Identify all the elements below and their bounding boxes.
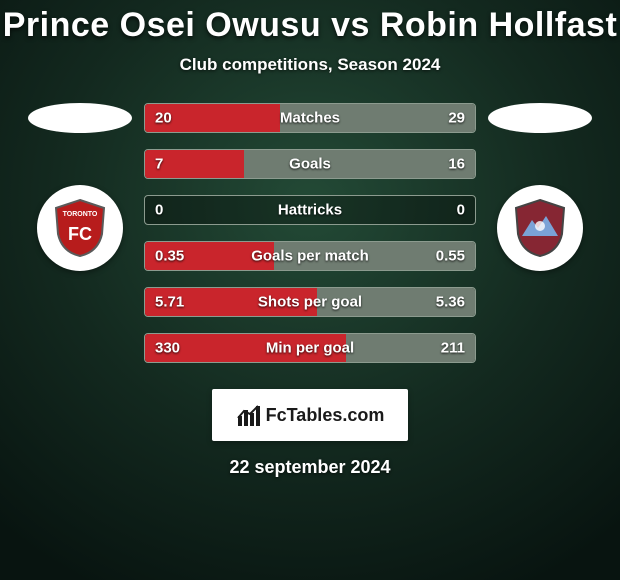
stat-row: Matches 20 29 (144, 103, 476, 133)
stat-value-left: 0.35 (155, 248, 184, 265)
comparison-row: TORONTO FC Matches 20 29 Goals 7 16 Hattricks 0… (0, 103, 620, 363)
stat-value-left: 5.71 (155, 294, 184, 311)
stat-value-left: 0 (155, 202, 163, 219)
stat-value-right: 29 (448, 110, 465, 127)
brand-label: FcTables.com (266, 405, 385, 426)
stat-value-right: 0 (457, 202, 465, 219)
date-label: 22 september 2024 (229, 457, 390, 478)
fctables-logo-icon (236, 402, 262, 428)
subtitle: Club competitions, Season 2024 (180, 55, 441, 75)
stat-row: Goals per match 0.35 0.55 (144, 241, 476, 271)
stat-value-right: 16 (448, 156, 465, 173)
player-left-column: TORONTO FC (20, 103, 140, 271)
stat-row: Hattricks 0 0 (144, 195, 476, 225)
toronto-fc-icon: TORONTO FC (48, 196, 112, 260)
stats-list: Matches 20 29 Goals 7 16 Hattricks 0 0 Goals per … (140, 103, 480, 363)
colorado-rapids-icon (508, 196, 572, 260)
brand-box[interactable]: FcTables.com (212, 389, 408, 441)
player-left-oval (28, 103, 132, 133)
stat-value-left: 20 (155, 110, 172, 127)
stat-value-left: 7 (155, 156, 163, 173)
stat-value-right: 211 (441, 340, 465, 357)
stat-label: Matches (280, 110, 340, 127)
stat-fill-right (244, 150, 475, 178)
stat-value-right: 0.55 (436, 248, 465, 265)
stat-label: Shots per goal (258, 294, 362, 311)
club-badge-left: TORONTO FC (37, 185, 123, 271)
stat-label: Min per goal (266, 340, 354, 357)
stat-value-right: 5.36 (436, 294, 465, 311)
svg-text:FC: FC (68, 224, 92, 244)
svg-text:TORONTO: TORONTO (63, 211, 98, 218)
stat-label: Hattricks (278, 202, 342, 219)
player-right-column (480, 103, 600, 271)
player-right-oval (488, 103, 592, 133)
club-badge-right (497, 185, 583, 271)
stat-label: Goals (289, 156, 331, 173)
stat-row: Min per goal 330 211 (144, 333, 476, 363)
page-title: Prince Osei Owusu vs Robin Hollfast (3, 6, 618, 45)
stat-label: Goals per match (251, 248, 369, 265)
stat-row: Shots per goal 5.71 5.36 (144, 287, 476, 317)
stat-row: Goals 7 16 (144, 149, 476, 179)
stat-value-left: 330 (155, 340, 180, 357)
